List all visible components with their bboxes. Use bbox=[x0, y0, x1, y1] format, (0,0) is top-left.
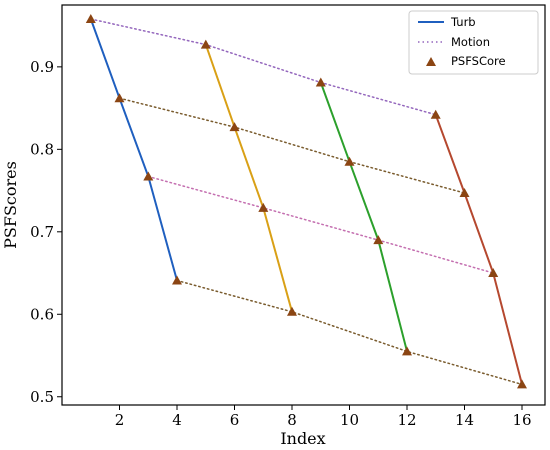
legend-turb-label: Turb bbox=[450, 15, 476, 29]
y-axis-label: PSFScores bbox=[1, 161, 20, 249]
legend-psfscore-marker bbox=[426, 57, 436, 66]
x-tick-label: 10 bbox=[340, 411, 359, 429]
x-tick-label: 16 bbox=[512, 411, 531, 429]
psf-score-marker bbox=[200, 39, 211, 49]
motion-line-4 bbox=[176, 279, 523, 386]
psf-score-marker bbox=[459, 188, 470, 197]
x-tick-label: 8 bbox=[287, 411, 297, 429]
motion-line-3 bbox=[147, 175, 494, 274]
psf-score-marker bbox=[402, 346, 412, 356]
y-tick-label: 0.9 bbox=[30, 58, 54, 76]
psf-score-marker bbox=[287, 306, 297, 316]
psf-score-marker bbox=[373, 235, 384, 245]
psf-score-marker bbox=[488, 268, 499, 277]
y-axis-ticks: 0.5 0.6 0.7 0.8 0.9 bbox=[30, 58, 62, 406]
psf-score-marker bbox=[143, 171, 154, 181]
turb-line-4 bbox=[434, 114, 523, 385]
y-tick-label: 0.8 bbox=[30, 140, 54, 158]
legend-psfscore-label: PSFSCore bbox=[451, 54, 506, 68]
psf-score-marker bbox=[114, 93, 125, 103]
psf-score-marker bbox=[229, 122, 240, 132]
x-tick-label: 2 bbox=[115, 411, 125, 429]
motion-lines bbox=[90, 18, 523, 386]
legend: Turb Motion PSFSCore bbox=[408, 10, 539, 75]
y-tick-label: 0.5 bbox=[30, 388, 54, 406]
turb-lines bbox=[89, 18, 523, 385]
x-axis-label: Index bbox=[280, 429, 325, 448]
psf-score-marker bbox=[85, 14, 96, 23]
legend-box bbox=[408, 10, 539, 75]
y-tick-label: 0.7 bbox=[30, 223, 54, 241]
psf-score-marker bbox=[344, 156, 355, 166]
x-tick-label: 6 bbox=[230, 411, 240, 429]
psf-score-marker bbox=[315, 77, 326, 87]
psf-score-marker bbox=[258, 202, 269, 212]
psf-score-marker bbox=[172, 275, 182, 285]
psf-score-marker bbox=[430, 109, 441, 119]
x-axis-ticks: 2 4 6 8 10 12 14 16 bbox=[115, 405, 532, 429]
x-tick-label: 12 bbox=[397, 411, 416, 429]
turb-line-3 bbox=[319, 82, 408, 352]
x-tick-label: 4 bbox=[172, 411, 182, 429]
turb-line-1 bbox=[89, 18, 178, 281]
psf-score-marker bbox=[517, 379, 527, 389]
turb-line-2 bbox=[204, 44, 293, 313]
psf-score-markers bbox=[85, 14, 527, 389]
x-tick-label: 14 bbox=[455, 411, 474, 429]
y-tick-label: 0.6 bbox=[30, 305, 54, 323]
motion-line-2 bbox=[118, 97, 466, 194]
legend-motion-label: Motion bbox=[451, 35, 490, 49]
motion-line-1 bbox=[90, 18, 437, 116]
